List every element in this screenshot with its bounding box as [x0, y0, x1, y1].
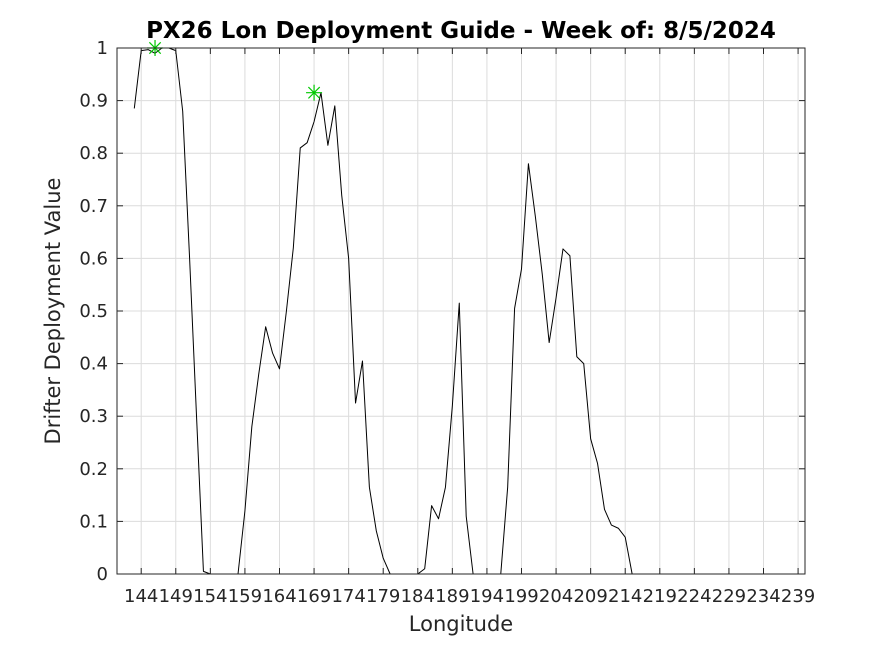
- x-tick-label: 184: [401, 586, 435, 607]
- x-axis-label: Longitude: [409, 612, 513, 636]
- y-tick-label: 0.9: [79, 91, 108, 112]
- y-tick-label: 1: [97, 38, 108, 59]
- x-tick-label: 169: [297, 586, 331, 607]
- x-tick-label: 209: [573, 586, 607, 607]
- x-tick-label: 224: [677, 586, 711, 607]
- x-tick-label: 159: [228, 586, 262, 607]
- x-tick-label: 194: [470, 586, 504, 607]
- chart-title: PX26 Lon Deployment Guide - Week of: 8/5…: [146, 18, 776, 44]
- x-tick-label: 204: [539, 586, 573, 607]
- y-tick-label: 0.1: [79, 511, 108, 532]
- x-tick-label: 154: [193, 586, 227, 607]
- x-tick-label: 149: [159, 586, 193, 607]
- y-tick-label: 0.3: [79, 406, 108, 427]
- x-tick-label: 179: [366, 586, 400, 607]
- y-axis-label: Drifter Deployment Value: [41, 178, 65, 445]
- x-tick-label: 229: [712, 586, 746, 607]
- x-tick-label: 214: [608, 586, 642, 607]
- x-tick-label: 174: [331, 586, 365, 607]
- marker-peak-2: [306, 84, 323, 101]
- y-tick-label: 0.5: [79, 301, 108, 322]
- y-tick-label: 0.7: [79, 196, 108, 217]
- x-tick-label: 239: [781, 586, 815, 607]
- ticks: 144 149 154 159 164 169 174 179 184 189 194 199 204 2…: [79, 38, 815, 607]
- x-tick-label: 234: [746, 586, 780, 607]
- x-tick-label: 164: [262, 586, 296, 607]
- x-tick-label: 144: [124, 586, 158, 607]
- x-tick-label: 199: [504, 586, 538, 607]
- y-tick-label: 0.8: [79, 143, 108, 164]
- y-tick-label: 0.2: [79, 459, 108, 480]
- x-tick-label: 189: [435, 586, 469, 607]
- x-tick-label: 219: [643, 586, 677, 607]
- y-tick-label: 0.4: [79, 354, 108, 375]
- y-tick-label: 0.6: [79, 248, 108, 269]
- y-tick-label: 0: [97, 564, 108, 585]
